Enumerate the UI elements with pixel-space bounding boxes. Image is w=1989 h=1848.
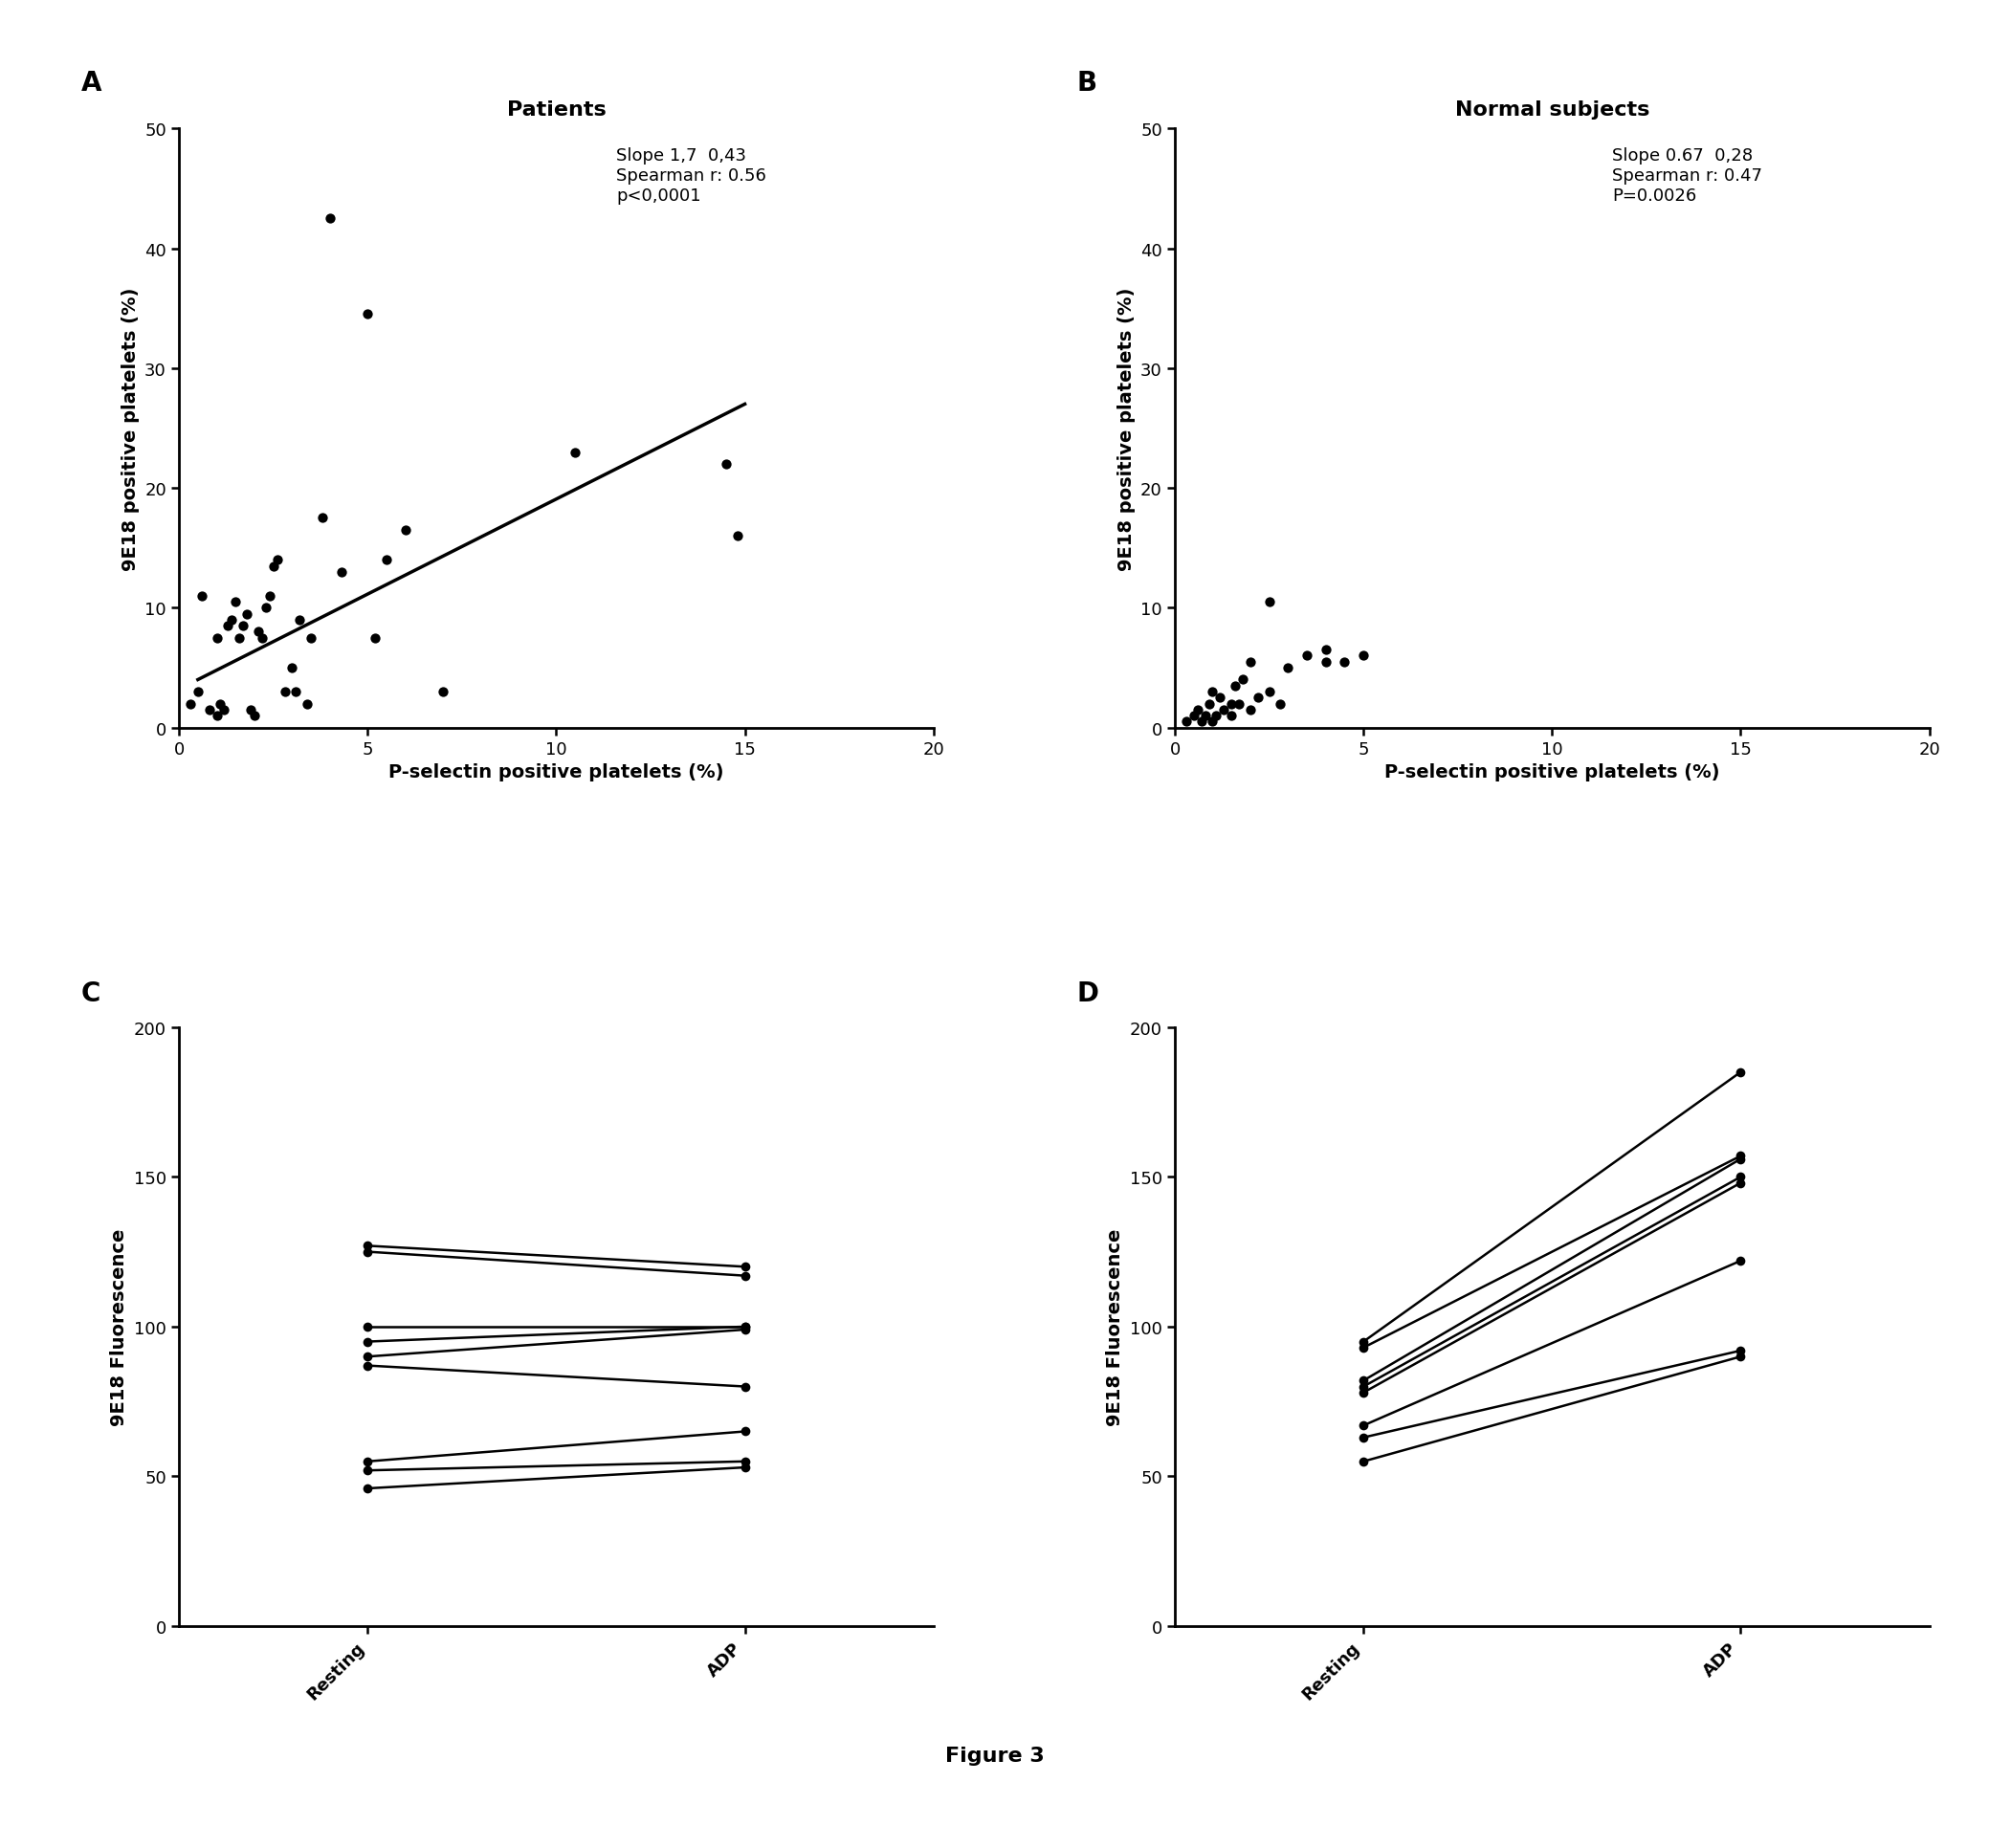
Point	[269, 678, 300, 708]
Y-axis label: 9E18 Fluorescence: 9E18 Fluorescence	[109, 1229, 129, 1425]
X-axis label: P-selectin positive platelets (%): P-selectin positive platelets (%)	[388, 763, 724, 782]
Text: D: D	[1076, 979, 1098, 1007]
Point	[390, 516, 422, 545]
Point	[219, 588, 251, 617]
Point	[1253, 678, 1285, 708]
Point	[247, 623, 278, 652]
Point	[261, 545, 292, 575]
Text: Slope 1,7  0,43
Spearman r: 0.56
p<0,0001: Slope 1,7 0,43 Spearman r: 0.56 p<0,0001	[617, 148, 766, 205]
Point	[1329, 647, 1360, 676]
Y-axis label: 9E18 Fluorescence: 9E18 Fluorescence	[1106, 1229, 1124, 1425]
Point	[235, 695, 267, 724]
Point	[1193, 689, 1225, 719]
Point	[1227, 665, 1259, 695]
Point	[231, 599, 263, 628]
Point	[1215, 702, 1247, 732]
Point	[1241, 684, 1273, 713]
Title: Patients: Patients	[507, 102, 607, 120]
Point	[284, 606, 316, 636]
Point	[1207, 695, 1239, 724]
Point	[1181, 695, 1213, 724]
Point	[1349, 641, 1380, 671]
Point	[185, 582, 217, 612]
Point	[1253, 588, 1285, 617]
Point	[1185, 708, 1217, 737]
Point	[306, 505, 338, 534]
Point	[294, 623, 326, 652]
Point	[1273, 654, 1305, 684]
Point	[276, 654, 308, 684]
Point	[201, 702, 233, 732]
Point	[257, 553, 288, 582]
Point	[1311, 636, 1343, 665]
Point	[722, 521, 754, 551]
Point	[1215, 689, 1247, 719]
Point	[239, 702, 271, 732]
Point	[710, 449, 742, 479]
Point	[314, 205, 346, 235]
Point	[1197, 708, 1229, 737]
Point	[1189, 702, 1221, 732]
Title: Normal subjects: Normal subjects	[1454, 102, 1649, 120]
X-axis label: P-selectin positive platelets (%): P-selectin positive platelets (%)	[1384, 763, 1720, 782]
Point	[1235, 695, 1267, 724]
Point	[223, 623, 255, 652]
Point	[1219, 671, 1251, 700]
Point	[209, 695, 241, 724]
Text: Figure 3: Figure 3	[945, 1746, 1044, 1765]
Point	[370, 545, 402, 575]
Y-axis label: 9E18 positive platelets (%): 9E18 positive platelets (%)	[1118, 286, 1136, 571]
Point	[428, 678, 459, 708]
Point	[1235, 647, 1267, 676]
Point	[1311, 647, 1343, 676]
Y-axis label: 9E18 positive platelets (%): 9E18 positive platelets (%)	[121, 286, 139, 571]
Point	[559, 438, 591, 468]
Text: Slope 0.67  0,28
Spearman r: 0.47
P=0.0026: Slope 0.67 0,28 Spearman r: 0.47 P=0.002…	[1613, 148, 1762, 205]
Point	[217, 606, 249, 636]
Point	[227, 612, 259, 641]
Point	[243, 617, 274, 647]
Point	[352, 299, 384, 329]
Point	[181, 678, 213, 708]
Point	[326, 558, 358, 588]
Text: B: B	[1076, 70, 1098, 96]
Point	[1177, 702, 1209, 732]
Point	[1223, 689, 1255, 719]
Text: C: C	[82, 979, 99, 1007]
Text: A: A	[82, 70, 101, 96]
Point	[280, 678, 312, 708]
Point	[201, 623, 233, 652]
Point	[251, 593, 282, 623]
Point	[255, 582, 286, 612]
Point	[193, 695, 225, 724]
Point	[290, 689, 322, 719]
Point	[1170, 708, 1201, 737]
Point	[1203, 684, 1235, 713]
Point	[1201, 702, 1233, 732]
Point	[1197, 678, 1229, 708]
Point	[213, 612, 245, 641]
Point	[175, 689, 207, 719]
Point	[1291, 641, 1323, 671]
Point	[1265, 689, 1297, 719]
Point	[360, 623, 392, 652]
Point	[205, 689, 237, 719]
